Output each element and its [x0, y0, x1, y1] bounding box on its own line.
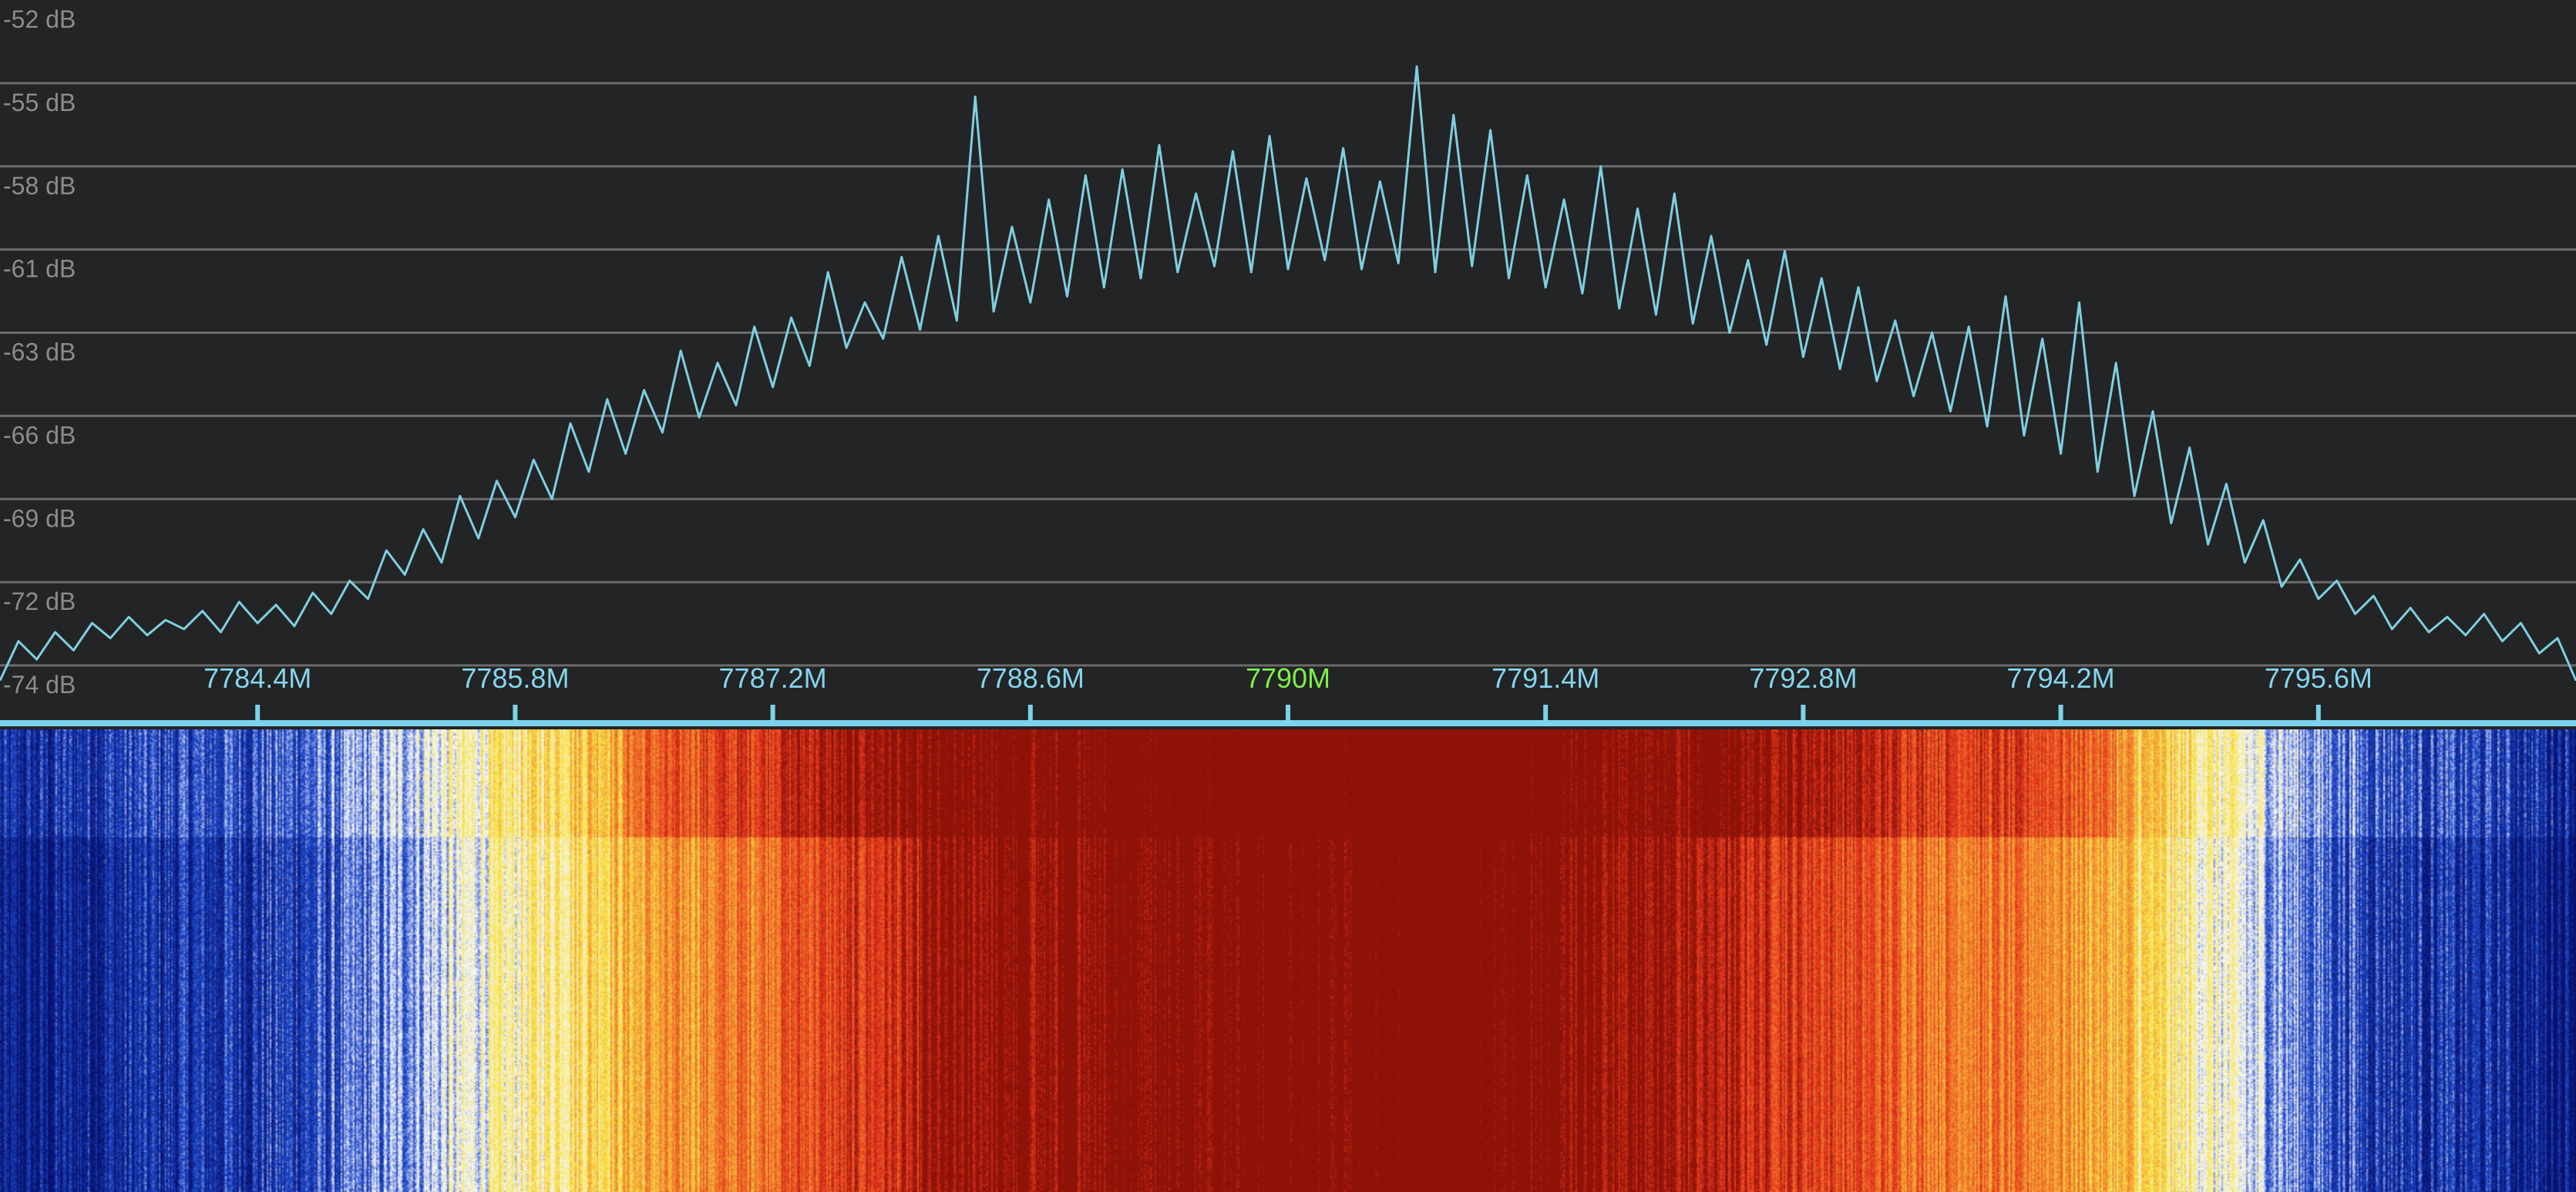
x-tick-label: 7785.8M [461, 662, 569, 694]
y-tick-label: -52 dB [3, 5, 76, 33]
spectrum-plot: -52 dB -55 dB -58 dB -61 dB -63 dB -66 dB -69 … [0, 5, 2576, 726]
x-tick-mark [2315, 705, 2321, 722]
x-tick-label: 7784.4M [203, 662, 311, 694]
x-tick-label: 7794.2M [2007, 662, 2115, 694]
x-tick-mark [255, 705, 261, 722]
center-frequency-label: 7790M [1246, 662, 1330, 694]
x-tick-mark [1027, 705, 1033, 722]
y-tick-label: -69 dB [3, 504, 76, 532]
grid-lines [0, 82, 2576, 667]
y-tick-label: -66 dB [3, 421, 76, 449]
y-axis-labels: -52 dB -55 dB -58 dB -61 dB -63 dB -66 dB -69 … [3, 5, 76, 699]
x-tick-mark [1286, 705, 1290, 722]
waterfall-display [0, 729, 2576, 1192]
y-tick-label: -61 dB [3, 255, 76, 283]
y-tick-label: -74 dB [3, 671, 76, 699]
x-tick-label: 7787.2M [719, 662, 827, 694]
x-tick-mark [1543, 705, 1549, 722]
x-tick-label: 7788.6M [977, 662, 1085, 694]
x-tick-label: 7791.4M [1491, 662, 1599, 694]
x-tick-label: 7795.6M [2265, 662, 2373, 694]
frequency-axis[interactable]: 7784.4M 7785.8M 7787.2M 7788.6M 7790M 7791.4M… [0, 662, 2576, 726]
y-tick-label: -72 dB [3, 588, 76, 615]
y-tick-label: -63 dB [3, 338, 76, 366]
x-tick-label: 7792.8M [1749, 662, 1857, 694]
frequency-axis-line [0, 720, 2576, 726]
x-tick-mark [1801, 705, 1806, 722]
spectrum-trace [0, 65, 2576, 682]
y-tick-label: -58 dB [3, 172, 76, 200]
x-tick-mark [770, 705, 775, 722]
x-tick-mark [2058, 705, 2063, 722]
y-tick-label: -55 dB [3, 89, 76, 116]
x-tick-mark [513, 705, 518, 722]
